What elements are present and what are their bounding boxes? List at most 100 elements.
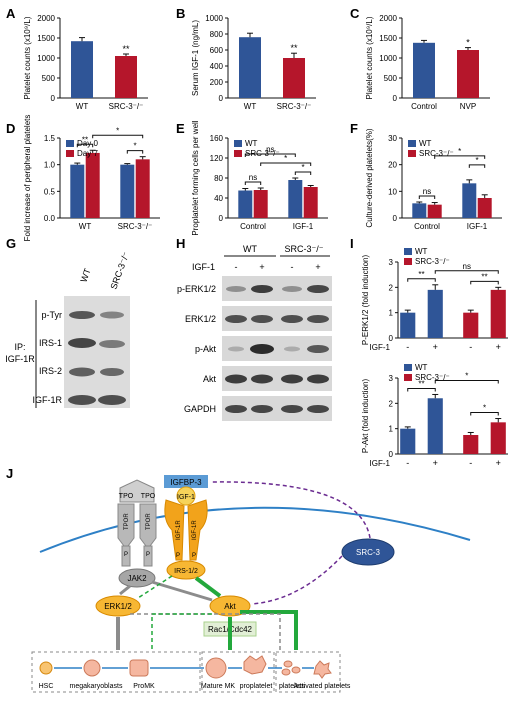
y-tick-label: 120 xyxy=(210,154,224,163)
y-tick-label: 800 xyxy=(210,30,224,39)
blot-h-row-label: IGF-1 xyxy=(192,262,215,272)
band xyxy=(282,286,302,292)
band xyxy=(68,395,96,405)
bar xyxy=(477,198,492,218)
panel-label-i: I xyxy=(350,236,354,251)
significance-bracket xyxy=(407,278,436,282)
bar xyxy=(400,312,416,338)
band xyxy=(99,340,125,348)
arrow-akt-platelets xyxy=(240,610,298,650)
panel-label-d: D xyxy=(6,121,15,136)
x-tick-label: IGF-1 xyxy=(467,222,488,231)
y-tick-label: 40 xyxy=(214,194,223,203)
mature-mk-cell xyxy=(205,657,227,679)
bar xyxy=(490,289,506,338)
legend-swatch xyxy=(404,364,412,371)
y-tick-label: 1500 xyxy=(379,34,397,43)
band xyxy=(69,311,95,319)
y-tick-label: 1000 xyxy=(205,14,223,23)
chart-i-erk: 0 1 2 3 P-ERK1/2 (fold induction) - + - + IGF-1 WT… xyxy=(361,247,508,352)
chart-a: 0 500 1000 1500 2000 Platelet counts (x10⁹/L)… xyxy=(23,14,148,111)
band xyxy=(281,374,303,384)
x-tick-label: NVP xyxy=(460,102,476,111)
arrow-src3-akt xyxy=(251,555,343,605)
significance-bracket xyxy=(407,387,436,392)
bar xyxy=(120,164,135,218)
igf1r-right-label: IGF-1R xyxy=(192,520,198,540)
panel-j-diagram: TPO TPO TPOR TPOR P P JAK2 IGFBP-3 IGF-1… xyxy=(31,475,471,693)
x-sign-label: + xyxy=(496,342,501,352)
significance-label: * xyxy=(475,156,478,165)
y-tick-label: 0 xyxy=(219,214,224,223)
blot-h-label: p-ERK1/2 xyxy=(177,284,216,294)
panel-g-blot: WT SRC-3⁻/⁻ p-Tyr IRS-1 IRS-2 IGF-1R IP:… xyxy=(5,250,131,408)
platelet xyxy=(283,660,293,668)
bar xyxy=(457,50,479,98)
y-tick-label: 500 xyxy=(42,74,56,83)
igf1-label: IGF-1 xyxy=(177,494,195,501)
hsc-cell xyxy=(39,661,53,675)
significance-label: ** xyxy=(418,270,424,279)
megakaryoblast-cell xyxy=(83,659,101,677)
blot-h-label: p-Akt xyxy=(195,344,217,354)
legend-swatch xyxy=(408,140,416,147)
blot-g-header-wt: WT xyxy=(78,267,92,284)
y-tick-label: 0 xyxy=(389,334,394,343)
blot-h-sign: + xyxy=(315,262,320,272)
x-sign-label: - xyxy=(469,458,472,468)
bar xyxy=(413,42,435,98)
blot-h-label: GAPDH xyxy=(184,404,216,414)
cell-membrane xyxy=(39,506,471,553)
blot-h-group-wt: WT xyxy=(243,244,257,254)
band xyxy=(281,405,303,413)
x-sign-label: - xyxy=(469,342,472,352)
bar xyxy=(70,164,85,218)
blot-h-sign: + xyxy=(259,262,264,272)
blot-g-ip-label: IP: xyxy=(14,342,25,352)
y-tick-label: 160 xyxy=(210,134,224,143)
y-axis-label: P-Akt (fold induction) xyxy=(361,379,370,454)
legend-label: Day 7 xyxy=(77,149,98,158)
blot-h-group-ko: SRC-3⁻/⁻ xyxy=(284,244,323,254)
significance-bracket xyxy=(418,195,436,199)
irs-label: IRS-1/2 xyxy=(174,568,198,575)
significance-bracket xyxy=(434,270,499,274)
band xyxy=(251,405,273,413)
tpor-right-p: P xyxy=(146,552,150,558)
x-tick-label: SRC-3⁻/⁻ xyxy=(118,222,153,231)
y-tick-label: 3 xyxy=(389,374,394,383)
band xyxy=(307,315,329,323)
blot-g-label-ptyr: p-Tyr xyxy=(41,310,62,320)
stage-label-platelets: platelets xyxy=(279,683,306,690)
bar xyxy=(238,190,253,218)
y-tick-label: 1500 xyxy=(37,34,55,43)
band xyxy=(225,405,247,413)
blot-h-label: ERK1/2 xyxy=(185,314,216,324)
band xyxy=(98,395,126,405)
chart-b: 0 200 400 600 800 1000 Serum IGF-1 (ng/mL) WT **… xyxy=(191,14,316,111)
differentiation-box xyxy=(31,651,201,693)
x-sign-label: - xyxy=(406,458,409,468)
x-sign-label: + xyxy=(496,458,501,468)
legend-label: SRC-3⁻/⁻ xyxy=(415,257,450,266)
panel-label-e: E xyxy=(176,121,185,136)
y-tick-label: 1.5 xyxy=(44,134,56,143)
y-tick-label: 0.0 xyxy=(44,214,56,223)
legend-label: Day 0 xyxy=(77,139,98,148)
x-tick-label: SRC-3⁻/⁻ xyxy=(109,102,144,111)
bar xyxy=(400,428,416,454)
igf1r-right-shape xyxy=(187,499,208,561)
bar xyxy=(303,187,318,218)
band xyxy=(307,405,329,413)
significance-bracket xyxy=(76,143,94,148)
significance-label: ns xyxy=(266,145,274,154)
significance-label: ** xyxy=(290,43,298,53)
significance-label: * xyxy=(133,142,136,151)
y-tick-label: 200 xyxy=(210,78,224,87)
y-tick-label: 0 xyxy=(219,94,224,103)
significance-bracket xyxy=(470,412,499,416)
y-tick-label: 2 xyxy=(389,283,394,292)
arrow-irs-akt xyxy=(194,576,222,598)
x-tick-label: WT xyxy=(79,222,92,231)
blot-g-header-ko: SRC-3⁻/⁻ xyxy=(108,250,131,290)
